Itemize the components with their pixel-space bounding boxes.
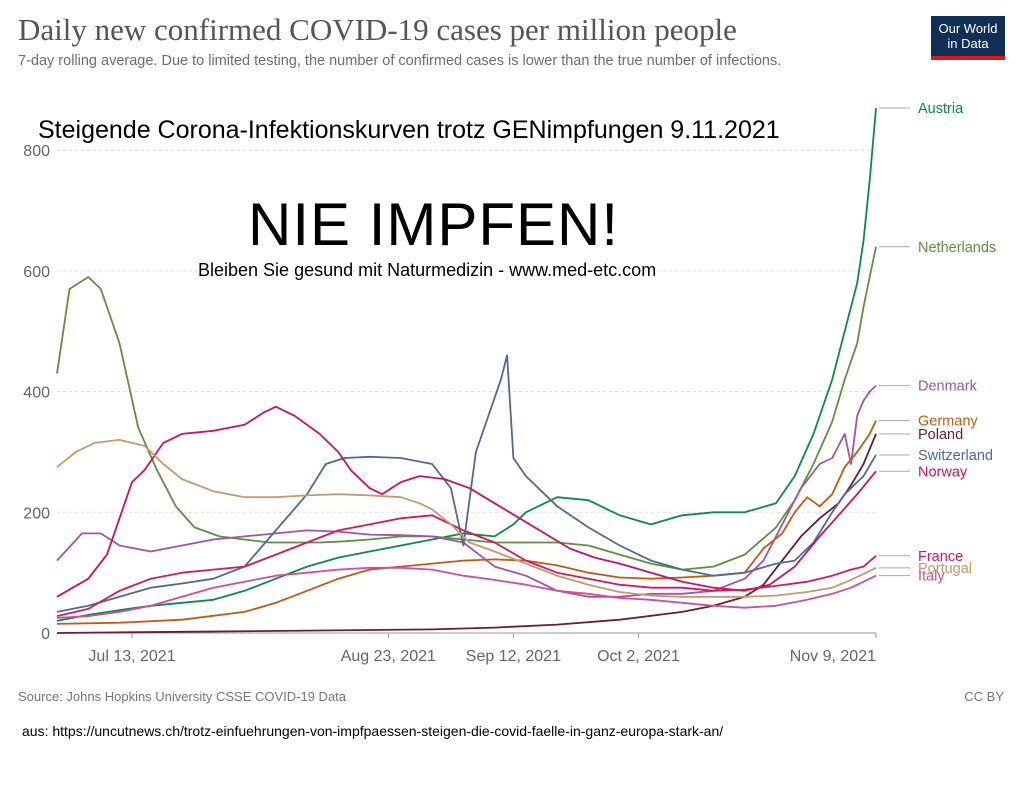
series-line-portugal: [56, 439, 877, 598]
series-label-denmark: Denmark: [918, 379, 978, 395]
y-axis: 0 200 400 600 800: [23, 143, 50, 643]
logo-line-1: Our World: [938, 21, 998, 36]
series-line-denmark: [56, 384, 877, 598]
x-tick-label: Sep 12, 2021: [466, 648, 561, 665]
series-label-norway: Norway: [918, 464, 968, 480]
series-label-portugal: Portugal: [918, 561, 972, 577]
y-tick-label: 400: [23, 385, 50, 402]
x-tick-label: Nov 9, 2021: [790, 648, 876, 665]
series-label-france: France: [918, 549, 963, 565]
series-line-germany: [56, 420, 877, 625]
chart-subtitle: 7-day rolling average. Due to limited te…: [18, 53, 782, 69]
y-tick-label: 0: [41, 626, 50, 643]
x-axis: Jul 13, 2021 Aug 23, 2021 Sep 12, 2021 Oct …: [57, 632, 877, 665]
overlay-tagline: Bleiben Sie gesund mit Naturmedizin - ww…: [198, 260, 657, 280]
x-tick-label: Jul 13, 2021: [88, 648, 175, 665]
chart-title: Daily new confirmed COVID-19 cases per m…: [18, 12, 737, 47]
series-line-italy: [56, 566, 877, 619]
x-tick-label: Aug 23, 2021: [341, 648, 436, 665]
overlay-headline: Steigende Corona-Infektionskurven trotz …: [38, 116, 780, 144]
x-tick-label: Oct 2, 2021: [597, 648, 680, 665]
chart-grid: [57, 149, 876, 513]
logo-line-2: in Data: [947, 36, 989, 51]
y-tick-label: 800: [23, 143, 50, 160]
series-line-norway: [56, 405, 877, 598]
y-tick-label: 600: [23, 264, 50, 281]
license-link[interactable]: CC BY: [964, 689, 1004, 704]
series-line-austria: [56, 107, 877, 622]
series-label-switzerland: Switzerland: [918, 448, 993, 464]
y-tick-label: 200: [23, 505, 50, 522]
overlay-slogan: NIE IMPFEN!: [248, 191, 620, 258]
source-note[interactable]: Source: Johns Hopkins University CSSE CO…: [18, 689, 347, 704]
series-label-germany: Germany: [918, 414, 978, 430]
reference-url: aus: https://uncutnews.ch/trotz-einfuehr…: [22, 723, 724, 739]
series-line-france: [56, 514, 877, 617]
series-label-italy: Italy: [918, 569, 945, 585]
owid-logo[interactable]: Our World in Data: [931, 16, 1005, 60]
series-label-poland: Poland: [918, 427, 963, 443]
series-label-netherlands: Netherlands: [918, 240, 996, 256]
series-lines: [56, 107, 877, 634]
series-label-austria: Austria: [918, 101, 964, 117]
